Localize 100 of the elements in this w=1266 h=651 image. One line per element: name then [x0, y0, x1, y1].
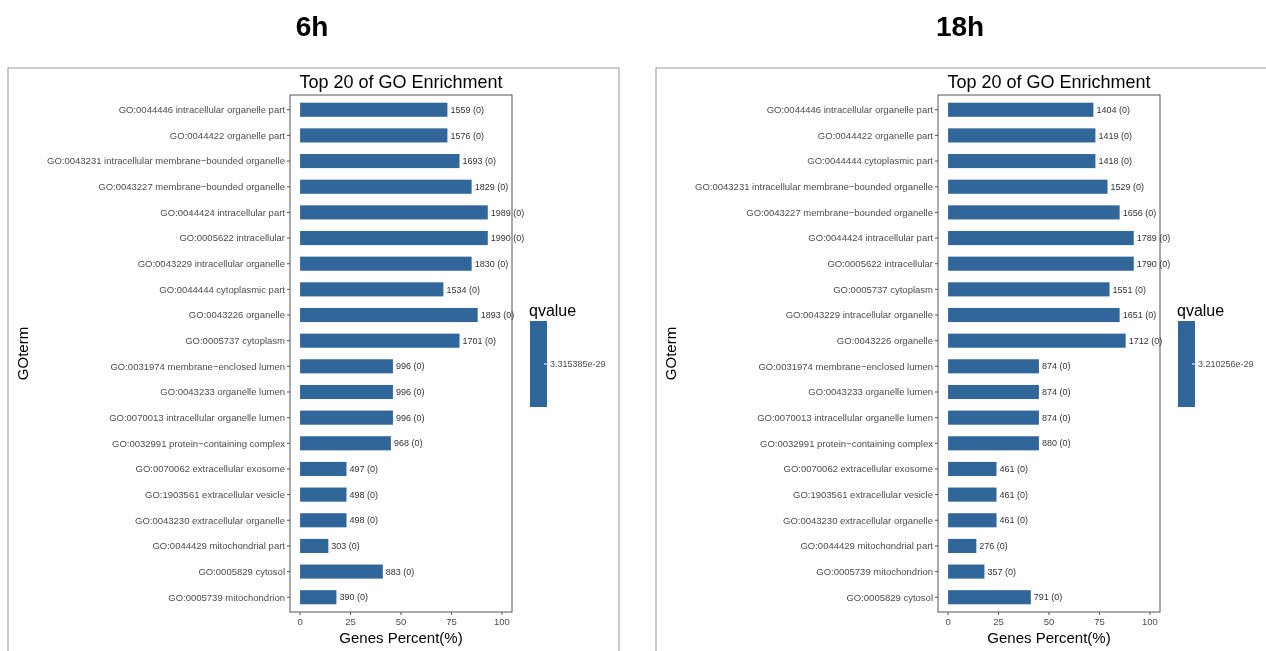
- annotation: 303 (0): [331, 541, 360, 552]
- annotation: 996 (0): [395, 387, 425, 398]
- y-tick-label: GO:0043229 intracellular organelle: [137, 258, 285, 270]
- bar: [300, 513, 347, 528]
- annotation: 1404 (0): [1096, 104, 1130, 115]
- annotation: 880 (0): [1041, 438, 1071, 449]
- annotation: 996 (0): [395, 412, 425, 423]
- bar: [300, 384, 393, 400]
- bar: [948, 590, 1031, 605]
- y-tick-label: GO:0005829 cytosol: [198, 565, 285, 577]
- annotation: 874 (0): [1041, 387, 1071, 398]
- y-tick-label: GO:0031974 membrane−enclosed lumen: [110, 360, 285, 372]
- y-tick-label: GO:0043229 intracellular organelle: [785, 309, 933, 321]
- chart-title: Top 20 of GO Enrichment: [299, 72, 503, 92]
- y-tick-label: GO:0043231 intracellular membrane−bounded organelle: [695, 181, 933, 193]
- text: 3.210256e-29: [1198, 359, 1254, 370]
- bar: [300, 590, 337, 605]
- text: 3.315385e-29: [550, 359, 606, 370]
- annotation: 1712 (0): [1128, 335, 1163, 346]
- bar: [948, 564, 985, 579]
- bar: [948, 333, 1126, 348]
- y-tick-label: GO:1903561 extracellular vesicle: [793, 488, 933, 500]
- bar: [948, 282, 1110, 297]
- y-tick-label: GO:0005739 mitochondrion: [168, 591, 285, 603]
- annotation: 461 (0): [999, 489, 1029, 500]
- y-tick-label: GO:0070062 extracellular exosome: [783, 463, 933, 475]
- y-tick-label: GO:0044446 intracellular organelle part: [118, 104, 286, 116]
- chart-title: Top 20 of GO Enrichment: [947, 72, 1151, 92]
- annotation: 874 (0): [1041, 361, 1071, 372]
- x-tick-label: 100: [1141, 616, 1158, 627]
- bar: [300, 359, 393, 374]
- y-tick-label: GO:0043227 membrane−bounded organelle: [746, 206, 933, 218]
- x-axis-title: Genes Percent(%): [339, 629, 463, 646]
- y-tick-label: GO:0044444 cytoplasmic part: [807, 155, 934, 167]
- bar: [948, 436, 1039, 451]
- y-tick-label: GO:0044444 cytoplasmic part: [159, 283, 286, 295]
- annotation: 498 (0): [349, 515, 379, 526]
- y-tick-label: GO:0005829 cytosol: [846, 591, 933, 603]
- bar: [948, 410, 1039, 425]
- bar: [948, 359, 1039, 374]
- annotation: 996 (0): [395, 361, 425, 372]
- bar: [300, 128, 448, 143]
- annotation: 1534 (0): [446, 284, 480, 295]
- bar: [300, 333, 460, 348]
- y-tick-label: GO:0044446 intracellular organelle part: [766, 104, 934, 116]
- bar: [300, 487, 347, 502]
- annotation: 883 (0): [385, 566, 415, 577]
- x-axis-title: Genes Percent(%): [987, 629, 1111, 646]
- y-tick-label: GO:0044429 mitochondrial part: [800, 540, 934, 552]
- bar: [948, 154, 1096, 169]
- bar: [300, 230, 488, 246]
- annotation: 461 (0): [999, 515, 1029, 526]
- y-tick-label: GO:0032991 protein−containing complex: [760, 437, 934, 449]
- bar: [300, 256, 472, 271]
- x-tick-label: 100: [493, 616, 510, 627]
- y-tick-label: GO:1903561 extracellular vesicle: [145, 488, 285, 500]
- annotation: 791 (0): [1033, 592, 1063, 603]
- bar: [300, 179, 472, 194]
- annotation: 1701 (0): [462, 335, 497, 346]
- annotation: 390 (0): [339, 592, 368, 603]
- bar: [948, 230, 1134, 246]
- y-tick-label: GO:0043226 organelle: [188, 309, 285, 321]
- y-tick-label: GO:0070013 intracellular organelle lumen: [757, 411, 933, 423]
- y-tick-label: GO:0005739 mitochondrion: [816, 565, 933, 577]
- y-tick-label: GO:0044422 organelle part: [817, 129, 934, 141]
- bar: [300, 564, 383, 579]
- y-tick-label: GO:0043226 organelle: [836, 335, 933, 346]
- x-tick-label: 50: [395, 616, 407, 627]
- annotation: 874 (0): [1041, 412, 1071, 423]
- annotation: 968 (0): [393, 438, 423, 449]
- annotation: 1551 (0): [1112, 284, 1147, 295]
- y-tick-label: GO:0044422 organelle part: [169, 129, 286, 141]
- y-tick-label: GO:0031974 membrane−enclosed lumen: [758, 360, 933, 372]
- y-tick-label: GO:0005622 intracellular: [179, 232, 285, 244]
- x-tick-label: 50: [1043, 616, 1055, 627]
- x-tick-label: 75: [1094, 616, 1105, 627]
- x-tick-label: 75: [446, 616, 457, 627]
- bar: [948, 102, 1094, 117]
- annotation: 1418 (0): [1098, 156, 1132, 167]
- bar: [300, 307, 478, 323]
- annotation: 1576 (0): [450, 130, 484, 141]
- bar: [948, 128, 1096, 143]
- bar: [948, 384, 1039, 400]
- y-tick-label: GO:0043231 intracellular membrane−bounded organelle: [47, 155, 285, 167]
- bar: [300, 436, 391, 451]
- bar: [948, 256, 1134, 271]
- annotation: 1693 (0): [462, 156, 497, 167]
- y-tick-label: GO:0043230 extracellular organelle: [783, 514, 933, 526]
- bar: [948, 538, 977, 553]
- annotation: 497 (0): [349, 464, 379, 475]
- annotation: 1419 (0): [1098, 130, 1132, 141]
- y-tick-label: GO:0032991 protein−containing complex: [112, 437, 286, 449]
- y-tick-label: GO:0005737 cytoplasm: [185, 335, 286, 346]
- annotation: 1989 (0): [490, 207, 525, 218]
- y-tick-label: GO:0043230 extracellular organelle: [135, 514, 285, 526]
- annotation: 1790 (0): [1136, 258, 1171, 269]
- y-tick-label: GO:0044424 intracellular part: [160, 206, 286, 218]
- annotation: 1789 (0): [1136, 233, 1171, 244]
- y-tick-label: GO:0070013 intracellular organelle lumen: [109, 411, 285, 423]
- x-tick-label: 25: [345, 616, 356, 627]
